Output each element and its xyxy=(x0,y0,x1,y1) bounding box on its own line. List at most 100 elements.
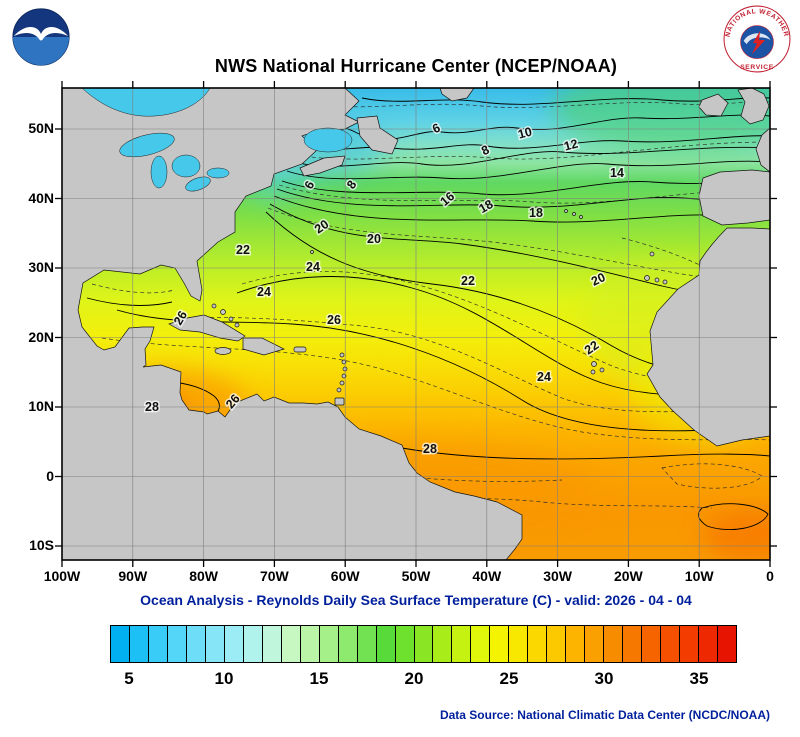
lake-huron xyxy=(171,154,201,178)
lake-michigan xyxy=(150,155,168,189)
land-france xyxy=(755,127,770,173)
land-britain xyxy=(737,88,770,125)
colorbar-tick-label: 35 xyxy=(689,669,709,688)
noaa-gull-icon xyxy=(13,27,69,41)
lat-tick-label: 20N xyxy=(28,328,54,345)
contour-label: 24 xyxy=(257,285,271,299)
bermuda-island xyxy=(310,250,314,254)
colorbar-cell xyxy=(186,626,206,662)
contour-label: 10 xyxy=(516,125,533,142)
lat-tick-label: 0 xyxy=(46,467,54,484)
nws-logo: NATIONAL WEATHER SERVICE xyxy=(722,4,792,74)
landmasses xyxy=(62,88,770,560)
lat-tick-label: 10S xyxy=(29,537,54,553)
lon-tick-label: 50W xyxy=(401,568,431,584)
colorbar xyxy=(110,625,737,663)
page-title: NWS National Hurricane Center (NCEP/NOAA… xyxy=(214,56,618,76)
land-jamaica xyxy=(214,347,232,355)
nws-swoosh-icon xyxy=(743,33,771,45)
gulf-of-st-lawrence xyxy=(303,127,353,153)
canary-island xyxy=(644,275,650,281)
land-greenland-tip xyxy=(439,88,475,102)
colorbar-cell xyxy=(509,626,529,662)
azores-island xyxy=(564,209,568,213)
colorbar-cell xyxy=(490,626,510,662)
colorbar-cell xyxy=(167,626,187,662)
colorbar-cell xyxy=(699,626,718,662)
lat-lon-grid xyxy=(62,88,770,560)
colorbar-cell xyxy=(376,626,396,662)
contour-label: 22 xyxy=(236,243,250,257)
lon-tick-label: 40W xyxy=(472,568,502,584)
colorbar-cell xyxy=(471,626,491,662)
bahamas-island xyxy=(211,303,217,309)
islands xyxy=(168,115,668,406)
bahamas-island xyxy=(234,322,240,328)
colorbar-cell xyxy=(148,626,168,662)
colorbar-cell xyxy=(718,626,736,662)
colorbar-cell xyxy=(547,626,567,662)
cape-verde-island xyxy=(599,367,605,373)
colorbar-cell xyxy=(604,626,624,662)
nws-emblem-icon: NATIONAL WEATHER SERVICE xyxy=(723,5,791,73)
colorbar-cell xyxy=(338,626,358,662)
colorbar-cell xyxy=(642,626,662,662)
lon-tick-label: 0 xyxy=(766,568,774,584)
nws-lightning-icon xyxy=(751,30,766,55)
colorbar-tick-label: 10 xyxy=(214,669,234,688)
land-americas xyxy=(62,88,523,560)
lake-ontario xyxy=(206,167,230,179)
colorbar-cell xyxy=(433,626,453,662)
colorbar-cell xyxy=(623,626,643,662)
antilles-island xyxy=(339,352,345,358)
cape-verde-island xyxy=(590,369,596,375)
lon-tick-label: 20W xyxy=(613,568,643,584)
lon-tick-label: 70W xyxy=(259,568,289,584)
colorbar-cell xyxy=(585,626,605,662)
antilles-island xyxy=(339,380,345,386)
colorbar-cell xyxy=(300,626,320,662)
land-hispaniola xyxy=(242,337,285,356)
colorbar-cell xyxy=(224,626,244,662)
colorbar-cell xyxy=(262,626,282,662)
lat-tick-label: 30N xyxy=(28,259,54,275)
colorbar-cell xyxy=(281,626,301,662)
land-nova-scotia xyxy=(299,155,346,177)
lat-tick-label: 40N xyxy=(28,189,54,206)
land-newfoundland xyxy=(356,115,399,155)
contour-label: 28 xyxy=(423,442,437,456)
colorbar-cell xyxy=(680,626,700,662)
contour-label: 22 xyxy=(461,274,475,288)
noaa-sea xyxy=(12,37,70,66)
land-trinidad xyxy=(334,397,345,406)
lon-tick-label: 100W xyxy=(43,568,81,584)
contour-label: 24 xyxy=(537,370,551,384)
data-source: Data Source: National Climatic Data Cent… xyxy=(439,708,770,722)
lon-tick-label: 30W xyxy=(543,568,572,584)
lon-tick-label: 90W xyxy=(118,568,148,584)
contour-label: 18 xyxy=(529,206,543,220)
lake-superior xyxy=(119,132,175,158)
colorbar-cell xyxy=(566,626,586,662)
colorbar-tick-label: 30 xyxy=(594,669,614,688)
azores-island xyxy=(579,215,583,219)
lat-tick-label: 50N xyxy=(28,120,54,136)
colorbar-tick-label: 25 xyxy=(499,669,519,688)
land-cuba xyxy=(168,314,246,342)
noaa-logo xyxy=(10,6,72,68)
colorbar-cell xyxy=(661,626,681,662)
contour-label: 26 xyxy=(327,313,341,327)
map-caption: Ocean Analysis - Reynolds Daily Sea Surf… xyxy=(140,592,692,608)
colorbar-cell xyxy=(243,626,263,662)
noaa-emblem-icon xyxy=(12,8,70,66)
colorbar-cell xyxy=(319,626,339,662)
colorbar-cell xyxy=(395,626,415,662)
colorbar-cell xyxy=(129,626,149,662)
bahamas-island xyxy=(228,316,234,322)
contour-label: 20 xyxy=(367,232,381,246)
cape-verde-island xyxy=(591,361,597,367)
bahamas-island xyxy=(220,309,226,315)
lat-tick-label: 10N xyxy=(28,398,54,414)
contour-label: 12 xyxy=(562,137,579,154)
